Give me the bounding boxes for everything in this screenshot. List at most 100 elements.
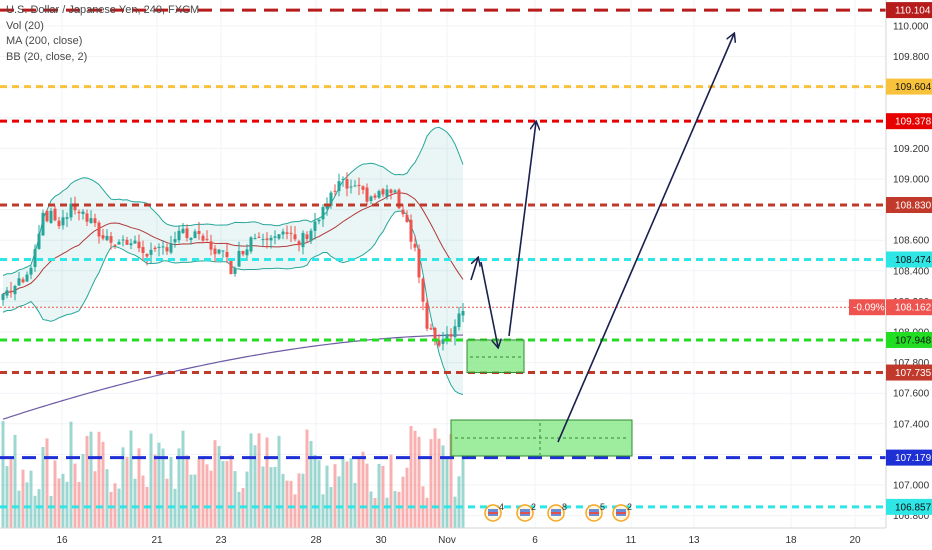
volume-bar	[269, 467, 273, 528]
candle	[65, 217, 69, 219]
price-tag-label: 109.604	[895, 82, 932, 93]
candle	[421, 278, 425, 302]
legend-symbol[interactable]: U.S. Dollar / Japanese Yen, 240, FXCM	[6, 4, 200, 16]
candle	[9, 290, 13, 293]
y-tick-label: 109.200	[893, 144, 930, 155]
candle	[241, 250, 245, 255]
volume-bar	[5, 466, 9, 528]
volume-bar	[117, 488, 121, 528]
volume-bar	[289, 480, 293, 528]
volume-bar	[301, 473, 305, 528]
volume-bar	[141, 475, 145, 528]
candle	[197, 231, 201, 235]
drawings	[450, 34, 734, 457]
candle	[433, 327, 437, 340]
target-box-small	[466, 339, 525, 374]
volume-bar	[433, 428, 437, 528]
volume-bars	[1, 421, 465, 528]
volume-bar	[29, 470, 33, 528]
candle	[297, 241, 301, 246]
volume-bar	[213, 440, 217, 528]
candle	[353, 185, 357, 187]
candle	[157, 246, 161, 248]
volume-bar	[133, 478, 137, 528]
volume-bar	[397, 491, 401, 528]
candle	[385, 189, 389, 197]
volume-bar	[437, 438, 441, 528]
volume-bar	[169, 457, 173, 528]
candle	[193, 231, 197, 239]
volume-bar	[173, 488, 177, 528]
volume-bar	[225, 461, 229, 528]
candle	[41, 212, 45, 236]
candle	[109, 236, 113, 243]
candle	[365, 187, 369, 202]
candle	[321, 207, 325, 220]
volume-bar	[33, 495, 37, 528]
candle	[101, 235, 105, 239]
candle	[361, 186, 365, 190]
volume-bar	[393, 491, 397, 528]
flag-stripe	[488, 512, 498, 514]
candle	[145, 254, 149, 257]
volume-bar	[61, 473, 65, 528]
volume-bar	[109, 491, 113, 528]
volume-bar	[77, 481, 81, 528]
candle	[313, 221, 317, 231]
volume-bar	[17, 490, 21, 528]
candle	[269, 237, 273, 241]
candle	[33, 249, 37, 268]
volume-bar	[65, 481, 69, 528]
candle	[169, 243, 173, 253]
x-tick-label: 16	[56, 535, 68, 546]
volume-bar	[285, 480, 289, 528]
candle	[285, 232, 289, 234]
candle	[117, 241, 121, 245]
candle	[405, 215, 409, 222]
candle	[437, 340, 441, 346]
candle	[273, 236, 277, 238]
price-tag-label: 108.474	[895, 255, 932, 266]
bb-lower	[2, 210, 464, 395]
volume-bar	[21, 469, 25, 528]
volume-bar	[149, 433, 153, 528]
candle	[77, 211, 81, 214]
volume-bar	[45, 438, 49, 528]
volume-bar	[249, 433, 253, 528]
time-axis-bg	[0, 528, 932, 550]
candle	[377, 191, 381, 198]
volume-bar	[189, 474, 193, 528]
candle	[221, 250, 225, 252]
volume-bar	[293, 494, 297, 528]
candle	[69, 203, 73, 218]
volume-bar	[1, 421, 5, 528]
volume-bar	[49, 495, 53, 528]
candle	[425, 302, 429, 329]
legend-moving-average[interactable]: MA (200, close)	[6, 35, 83, 47]
candle	[261, 239, 265, 241]
volume-bar	[385, 497, 389, 528]
ma-200-line	[2, 334, 464, 420]
volume-bar	[449, 434, 453, 528]
x-tick-label: 30	[375, 535, 387, 546]
change-label: -0.09%	[853, 303, 885, 314]
candle	[161, 246, 165, 248]
volume-bar	[429, 439, 433, 528]
time-axis: 16 21 23 28 30 Nov 6 11 13 18 20	[0, 527, 932, 550]
y-tick-label: 108.400	[893, 266, 930, 277]
candle	[49, 210, 53, 223]
legend-bollinger[interactable]: BB (20, close, 2)	[6, 50, 88, 63]
candle	[417, 249, 421, 278]
price-tag	[886, 113, 932, 130]
flag-stripe	[551, 512, 561, 514]
y-tick-label: 107.000	[893, 481, 930, 492]
volume-bar	[41, 447, 45, 528]
y-tick-label: 108.600	[893, 236, 930, 247]
legend-volume[interactable]: Vol (20)	[6, 19, 44, 32]
volume-bar	[369, 491, 373, 528]
volume-bar	[157, 442, 161, 528]
candle	[61, 217, 65, 226]
candle	[413, 243, 417, 248]
volume-bar	[185, 455, 189, 528]
